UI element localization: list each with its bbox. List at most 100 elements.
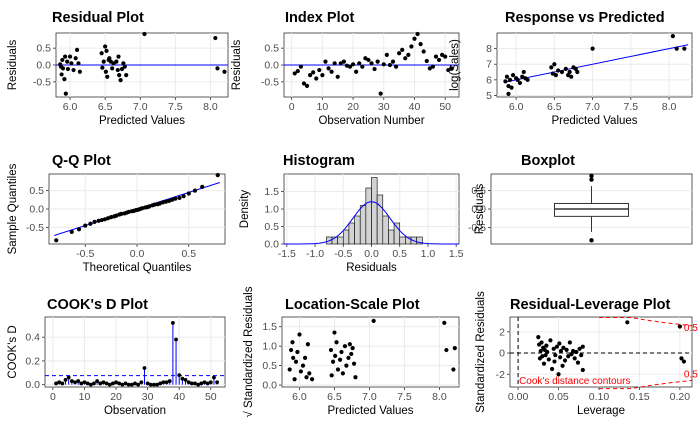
data-point	[674, 46, 679, 51]
data-point	[357, 61, 362, 66]
data-point	[536, 335, 541, 340]
data-point	[570, 348, 576, 354]
cooks-point	[202, 380, 207, 385]
x-tick-label: 40	[173, 391, 185, 403]
cooks-point	[66, 375, 71, 380]
plot-area	[44, 316, 226, 388]
x-tick-label: 0.15	[629, 391, 650, 403]
x-tick-label: 6.5	[327, 391, 342, 403]
data-point	[307, 73, 313, 78]
data-point	[544, 343, 549, 348]
cooks-point	[180, 376, 185, 381]
x-tick-label: -1.5	[278, 248, 296, 260]
histogram-bar	[365, 187, 372, 245]
cooks-point	[196, 382, 201, 387]
data-point	[424, 58, 429, 64]
data-point	[92, 219, 97, 224]
histogram-bar	[388, 229, 395, 245]
data-point	[381, 62, 386, 67]
data-point	[100, 65, 105, 70]
outlier-point	[589, 238, 594, 243]
data-point	[54, 238, 59, 243]
data-point	[115, 67, 120, 73]
data-point	[181, 194, 186, 199]
data-point	[525, 77, 530, 82]
x-axis-label: Leverage	[577, 405, 625, 417]
data-point	[507, 77, 513, 82]
data-point	[558, 355, 563, 360]
data-point	[590, 46, 595, 51]
data-point	[670, 34, 675, 39]
cooks-point	[193, 381, 197, 386]
cooks-point	[136, 382, 141, 387]
cooks-point	[145, 381, 150, 386]
data-point	[351, 361, 357, 366]
data-point	[118, 78, 123, 83]
data-point	[305, 342, 310, 347]
x-tick-label: 0.5	[181, 248, 196, 260]
chart-title: Q-Q Plot	[52, 153, 111, 169]
chart-residual_leverage: Residual-Leverage Plot 0.00 0.05 0.10 0.15 0.…	[475, 291, 698, 417]
data-point	[104, 48, 109, 53]
data-point	[558, 348, 564, 354]
cooks-point	[85, 381, 90, 386]
y-tick-label: -0.5	[468, 222, 486, 234]
y-tick-label: -0.5	[26, 222, 44, 234]
data-point	[332, 330, 337, 335]
data-point	[552, 62, 557, 67]
data-point	[300, 363, 306, 368]
x-tick-label: 7.5	[168, 101, 183, 113]
data-point	[323, 59, 328, 64]
y-axis-label: Sample Quantiles	[7, 163, 19, 254]
cooks-contour-lower	[599, 379, 693, 390]
chart-response: Response vs Predicted 6.0 6.5 7.0 7.5 8.0 5 6 7 8…	[449, 10, 693, 127]
cooks-point	[73, 380, 77, 385]
data-point	[539, 340, 544, 345]
y-axis-label: Residuals	[231, 40, 243, 91]
data-point	[329, 69, 334, 74]
chart-title: Index Plot	[285, 10, 354, 26]
data-point	[63, 91, 68, 96]
data-point	[290, 340, 295, 345]
histogram-bar	[337, 236, 344, 245]
data-point	[338, 61, 343, 66]
data-point	[62, 77, 67, 82]
data-point	[114, 59, 119, 64]
cooks-point	[126, 382, 131, 387]
data-point	[337, 357, 343, 362]
cooks-point	[164, 380, 169, 385]
y-axis-label: Density	[239, 190, 251, 229]
data-point	[567, 340, 572, 345]
data-point	[124, 73, 129, 78]
data-point	[360, 64, 365, 69]
y-tick-label: 0.5	[264, 221, 279, 233]
data-point	[59, 72, 64, 77]
data-point	[335, 367, 341, 372]
chart-title: Response vs Predicted	[505, 10, 665, 26]
x-tick-label: 0.5	[392, 248, 407, 260]
cooks-point	[60, 381, 65, 386]
data-point	[340, 371, 345, 376]
data-point	[344, 363, 349, 368]
data-point	[213, 35, 218, 41]
data-point	[421, 49, 426, 54]
cooks-point	[79, 381, 84, 386]
data-point	[444, 347, 449, 353]
data-point	[541, 361, 547, 366]
data-point	[369, 61, 374, 66]
y-axis-label: Residuals	[7, 40, 19, 91]
data-point	[333, 353, 338, 358]
data-point	[69, 61, 74, 66]
histogram-bar	[376, 194, 384, 245]
data-point	[317, 67, 322, 73]
data-point	[152, 202, 157, 207]
data-point	[347, 342, 352, 347]
data-point	[76, 61, 81, 66]
data-point	[567, 69, 572, 75]
chart-title: COOK's D Plot	[47, 297, 148, 313]
cooks-point	[114, 380, 118, 385]
cooks-point	[199, 381, 204, 386]
data-point	[122, 64, 127, 69]
histogram-bar	[393, 222, 401, 245]
plot-area	[496, 32, 693, 98]
